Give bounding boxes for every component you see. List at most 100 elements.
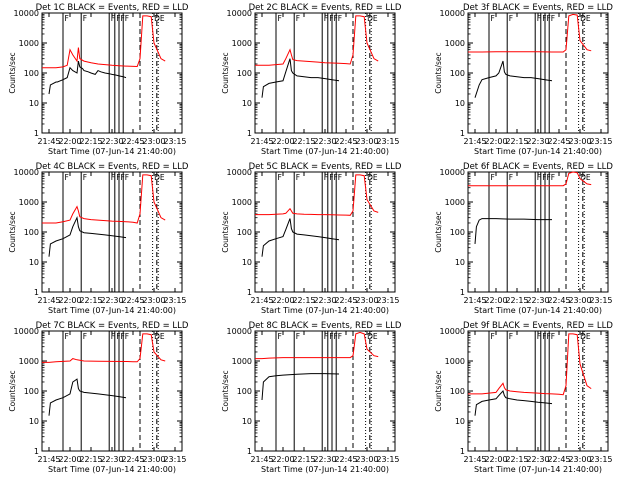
event-flag-label: F: [338, 173, 342, 182]
y-tick-label: 1000: [232, 198, 252, 207]
x-tick-label: 22:15: [292, 455, 315, 464]
event-flag-label: DE: [154, 14, 165, 23]
y-tick-label: 1: [460, 288, 465, 297]
x-tick-label: 22:00: [58, 296, 81, 305]
y-tick-label: 100: [24, 228, 39, 237]
event-flag-label: F: [509, 173, 513, 182]
series-line-events: [474, 60, 553, 98]
event-flag-label: F: [65, 14, 69, 23]
panel-title: Det 1C BLACK = Events, RED = LLD: [36, 3, 189, 13]
x-axis-label: Start Time (07-Jun-14 21:40:00): [474, 306, 602, 315]
x-tick-label: 23:00: [568, 296, 591, 305]
panel-title: Det 9f BLACK = Events, RED = LLD: [463, 321, 613, 331]
y-tick-label: 1: [460, 447, 465, 456]
x-tick-label: 23:00: [568, 455, 591, 464]
x-tick-label: 23:15: [589, 296, 612, 305]
series-line-lld: [468, 333, 592, 396]
x-tick-label: 22:00: [484, 455, 507, 464]
panel-title: Det 7C BLACK = Events, RED = LLD: [36, 321, 189, 331]
x-tick-label: 21:45: [463, 137, 486, 146]
event-flag-label: DE: [367, 332, 378, 341]
x-axis-label: Start Time (07-Jun-14 21:40:00): [48, 306, 176, 315]
x-tick-label: 23:00: [142, 137, 165, 146]
x-tick-label: 23:15: [163, 455, 186, 464]
x-tick-label: 22:15: [79, 296, 102, 305]
event-flag-label: F: [324, 332, 328, 341]
x-tick-label: 22:15: [79, 137, 102, 146]
x-axis-label: Start Time (07-Jun-14 21:40:00): [261, 465, 389, 474]
y-tick-label: 10: [29, 417, 39, 426]
x-axis-label: Start Time (07-Jun-14 21:40:00): [474, 147, 602, 156]
event-flag-label: F: [329, 14, 333, 23]
series-line-lld: [42, 174, 166, 224]
event-flag-label: F: [334, 332, 338, 341]
event-flag-label: F: [83, 332, 87, 341]
y-axis-label: Counts/sec: [8, 211, 17, 252]
y-tick-label: 10000: [227, 9, 252, 18]
series-line-lld: [255, 331, 379, 360]
panel-1: 1 10 100 1000 10000 21:4522:0022:1522:3022:45…: [8, 3, 189, 156]
y-tick-label: 10: [242, 99, 252, 108]
x-tick-label: 21:45: [37, 455, 60, 464]
y-tick-label: 1000: [19, 357, 39, 366]
event-flag-label: F: [296, 14, 300, 23]
y-tick-label: 10: [29, 99, 39, 108]
panel-title: Det 6f BLACK = Events, RED = LLD: [463, 162, 613, 172]
event-flag-label: F: [121, 14, 125, 23]
x-tick-label: 22:15: [505, 296, 528, 305]
y-axis-label: Counts/sec: [434, 370, 443, 411]
panel-title: Det 3f BLACK = Events, RED = LLD: [463, 3, 613, 13]
y-tick-label: 1000: [445, 357, 465, 366]
series-line-events: [48, 378, 127, 416]
x-tick-label: 22:30: [526, 455, 549, 464]
series-line-events: [474, 218, 552, 244]
y-tick-label: 1000: [19, 39, 39, 48]
x-tick-label: 22:45: [121, 296, 144, 305]
y-tick-label: 1: [460, 129, 465, 138]
x-axis-label: Start Time (07-Jun-14 21:40:00): [48, 465, 176, 474]
series-line-events: [261, 58, 340, 98]
panel-title: Det 5C BLACK = Events, RED = LLD: [249, 162, 402, 172]
event-flag-label: F: [83, 173, 87, 182]
event-flag-label: F: [542, 332, 546, 341]
x-tick-label: 22:00: [58, 137, 81, 146]
x-tick-label: 22:45: [547, 137, 570, 146]
event-flag-label: F: [547, 173, 551, 182]
event-flag-label: F: [542, 14, 546, 23]
x-tick-label: 21:45: [463, 296, 486, 305]
event-flag-label: F: [547, 332, 551, 341]
panel-5: 1 10 100 1000 10000 21:4522:0022:1522:3022:45…: [221, 162, 402, 315]
series-line-events: [48, 60, 127, 95]
event-flag-label: F: [547, 14, 551, 23]
event-flag-label: F: [111, 14, 115, 23]
series-line-lld: [42, 333, 166, 363]
series-line-lld: [255, 15, 379, 66]
x-tick-label: 22:30: [526, 137, 549, 146]
series-line-events: [474, 390, 553, 416]
x-tick-label: 22:00: [58, 455, 81, 464]
y-tick-label: 10000: [14, 168, 39, 177]
x-tick-label: 23:00: [142, 296, 165, 305]
y-tick-label: 10000: [227, 327, 252, 336]
x-axis-label: Start Time (07-Jun-14 21:40:00): [261, 147, 389, 156]
y-tick-label: 100: [24, 69, 39, 78]
event-flag-label: F: [551, 173, 555, 182]
y-tick-label: 10: [455, 417, 465, 426]
x-tick-label: 23:00: [355, 455, 378, 464]
x-tick-label: 22:00: [271, 455, 294, 464]
x-tick-label: 22:15: [292, 137, 315, 146]
y-tick-label: 1000: [19, 198, 39, 207]
y-tick-label: 1: [34, 288, 39, 297]
y-tick-label: 1000: [232, 357, 252, 366]
series-line-lld: [468, 13, 592, 53]
x-tick-label: 22:15: [79, 455, 102, 464]
event-flag-label: DE: [580, 14, 591, 23]
x-tick-label: 21:45: [463, 455, 486, 464]
event-flag-label: F: [121, 173, 125, 182]
event-flag-label: F: [278, 173, 282, 182]
y-axis-label: Counts/sec: [221, 211, 230, 252]
y-tick-label: 100: [24, 387, 39, 396]
y-tick-label: 10000: [14, 327, 39, 336]
panel-9: 1 10 100 1000 10000 21:4522:0022:1522:3022:45…: [434, 321, 613, 474]
